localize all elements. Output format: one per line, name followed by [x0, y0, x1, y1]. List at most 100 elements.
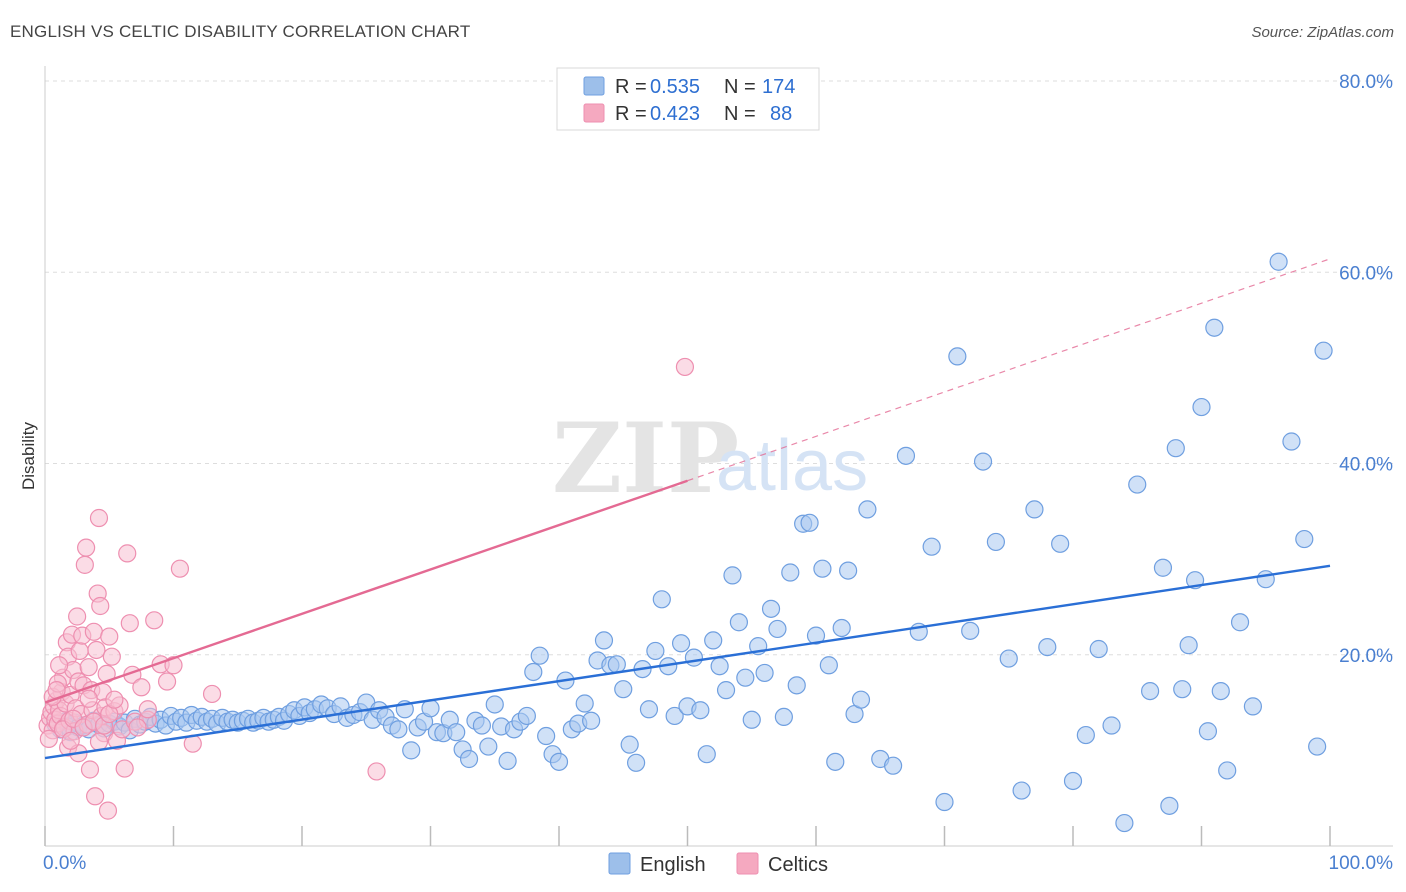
legend-series: English Celtics	[608, 852, 828, 876]
point-celtics-64	[170, 559, 190, 578]
point-celtics-69	[39, 729, 58, 749]
trend-line-english	[44, 564, 1331, 760]
point-celtics-79	[89, 732, 109, 751]
point-celtics-37	[87, 640, 106, 660]
legend-n-label-english: N =	[724, 76, 756, 98]
trend-lines	[44, 258, 1331, 760]
point-english-165	[1205, 318, 1224, 337]
point-celtics-77	[79, 689, 98, 708]
point-celtics-68	[675, 357, 695, 377]
tick-labels: 20.0% 40.0% 60.0% 80.0% 0.0% 100.0%	[43, 72, 1393, 874]
x-tick-label-0: 0.0%	[43, 853, 86, 874]
chart-source: Source: ZipAtlas.com	[1251, 24, 1394, 41]
point-english-86	[524, 662, 543, 682]
chart-title: ENGLISH VS CELTIC DISABILITY CORRELATION…	[10, 22, 471, 41]
point-english-100	[614, 680, 633, 699]
point-english-126	[781, 563, 800, 582]
y-tick-label-2: 60.0%	[1339, 263, 1393, 284]
point-english-149	[999, 649, 1018, 668]
point-english-168	[1243, 697, 1263, 716]
point-english-176	[1173, 680, 1192, 699]
point-english-115	[710, 657, 729, 676]
legend-bottom-label-celtics: Celtics	[768, 854, 828, 876]
point-celtics-54	[118, 544, 137, 563]
point-celtics-66	[202, 684, 222, 704]
point-english-145	[948, 347, 967, 366]
point-english-114	[704, 631, 723, 650]
point-english-112	[691, 701, 710, 720]
point-english-118	[729, 613, 749, 632]
point-english-137	[851, 690, 871, 709]
point-english-155	[1076, 725, 1095, 745]
point-celtics-35	[84, 622, 103, 641]
point-english-140	[883, 756, 903, 775]
watermark-zip: ZIP	[552, 402, 739, 515]
point-english-169	[1256, 570, 1275, 589]
point-english-134	[832, 618, 851, 638]
point-english-148	[986, 532, 1006, 552]
point-english-156	[1089, 639, 1108, 659]
point-english-65	[389, 720, 408, 739]
point-english-102	[626, 753, 646, 772]
scatter-points	[38, 252, 1333, 833]
point-english-116	[716, 681, 736, 700]
point-english-80	[485, 695, 504, 714]
point-english-124	[768, 619, 787, 639]
point-celtics-47	[100, 627, 119, 646]
point-english-173	[1308, 737, 1327, 756]
legend-swatch-celtics	[583, 103, 605, 123]
point-english-131	[813, 559, 832, 578]
trend-line-celtics	[44, 479, 688, 704]
point-english-175	[1160, 796, 1179, 815]
point-celtics-28	[75, 555, 94, 574]
point-celtics-53	[115, 759, 134, 778]
point-english-78	[472, 716, 491, 735]
point-english-170	[1269, 252, 1288, 271]
point-english-163	[1179, 636, 1198, 655]
legend-r-label-celtics: R =	[615, 103, 647, 125]
point-english-127	[787, 676, 806, 695]
point-english-97	[594, 631, 614, 650]
point-celtics-58	[132, 678, 151, 697]
point-english-161	[1153, 558, 1173, 577]
gridlines	[45, 80, 1393, 656]
y-axis-label: Disability	[19, 421, 38, 490]
point-celtics-82	[105, 690, 124, 709]
point-english-87	[530, 646, 549, 665]
point-english-76	[459, 749, 479, 769]
legend-bottom-label-english: English	[640, 854, 706, 876]
point-english-157	[1102, 716, 1121, 735]
point-english-178	[1198, 722, 1218, 741]
point-english-144	[935, 792, 954, 812]
point-english-88	[537, 726, 556, 746]
point-celtics-55	[120, 614, 139, 633]
point-english-162	[1166, 439, 1185, 458]
point-celtics-83	[50, 656, 69, 675]
legend-r-value-english: 0.535	[650, 76, 700, 98]
legend-r-label-english: R =	[615, 76, 647, 98]
point-english-101	[620, 735, 639, 754]
legend-n-label-celtics: N =	[724, 103, 756, 125]
point-celtics-39	[89, 508, 109, 528]
point-english-174	[1314, 341, 1333, 360]
point-celtics-87	[138, 700, 157, 719]
point-celtics-24	[70, 641, 89, 661]
point-english-113	[697, 745, 716, 764]
point-english-130	[806, 626, 826, 645]
point-celtics-62	[157, 672, 177, 691]
point-english-67	[402, 741, 421, 760]
point-english-167	[1230, 613, 1250, 632]
point-english-105	[646, 641, 665, 661]
point-english-82	[498, 751, 517, 770]
point-english-99	[607, 655, 626, 674]
point-english-119	[736, 668, 755, 687]
point-english-158	[1115, 813, 1134, 833]
point-celtics-86	[128, 718, 147, 737]
point-english-146	[961, 621, 980, 640]
point-english-138	[858, 500, 877, 519]
point-english-123	[761, 599, 781, 618]
point-english-166	[1218, 761, 1237, 780]
watermark-atlas: atlas	[716, 426, 868, 506]
point-english-141	[896, 446, 916, 465]
